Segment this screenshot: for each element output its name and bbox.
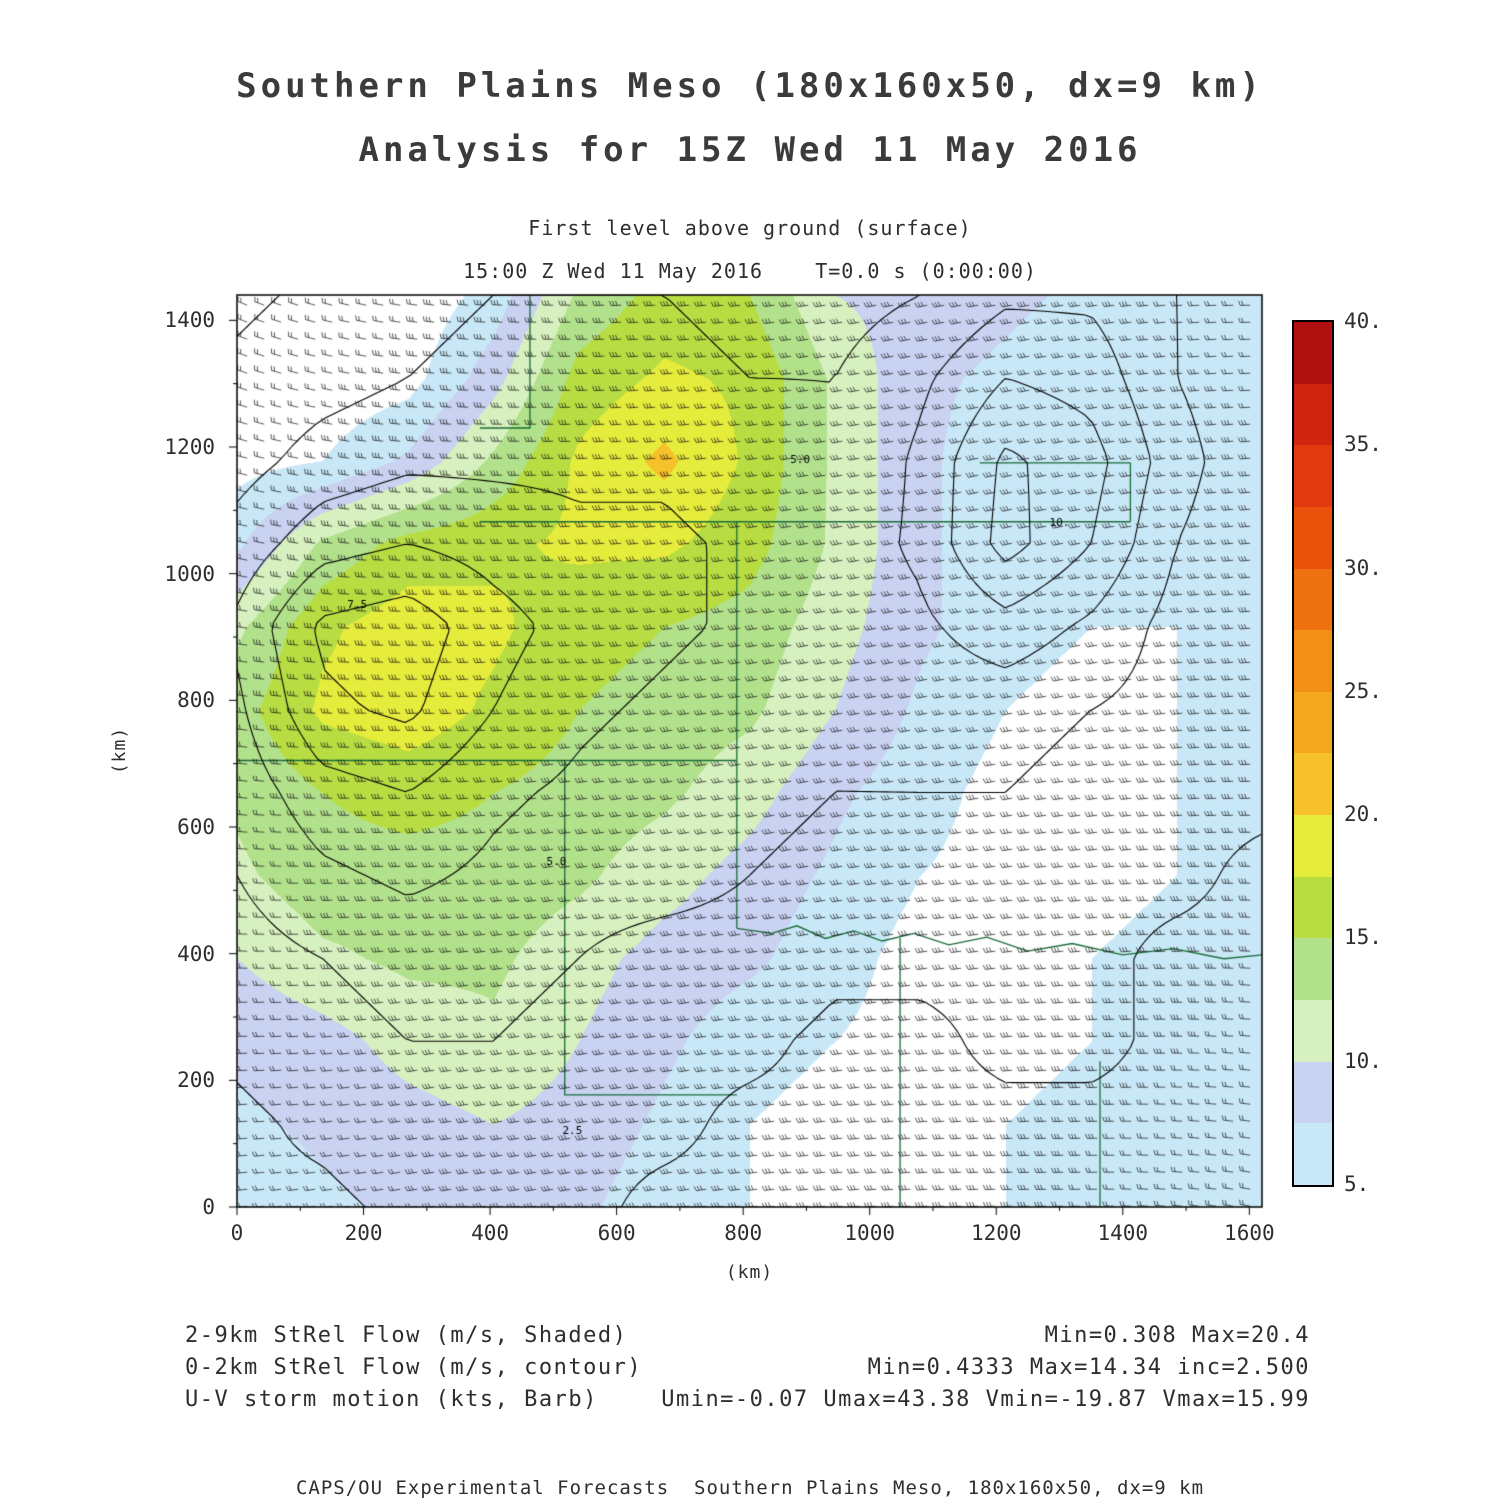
colorbar-tick-label: 40. <box>1344 309 1382 333</box>
y-tick-label: 1200 <box>164 435 215 459</box>
x-tick-label: 1600 <box>1224 1221 1275 1245</box>
map-canvas <box>217 287 1277 1227</box>
colorbar-tick-label: 15. <box>1344 925 1382 950</box>
x-axis-label: (km) <box>725 1262 774 1283</box>
colorbar-segment <box>1294 1123 1332 1185</box>
y-tick-label: 800 <box>177 688 215 713</box>
colorbar-tick-label: 30. <box>1344 555 1382 580</box>
x-tick-label: 600 <box>597 1221 636 1245</box>
colorbar-tick-label: 5. <box>1344 1172 1370 1196</box>
page-title: Southern Plains Meso (180x160x50, dx=9 k… <box>236 66 1264 106</box>
colorbar-segment <box>1294 938 1332 1001</box>
legend-barb-stats: Umin=-0.07 Umax=43.38 Vmin=-19.87 Vmax=1… <box>661 1387 1310 1412</box>
colorbar-segment <box>1294 1061 1332 1124</box>
y-axis-label: (km) <box>109 726 131 775</box>
colorbar-tick-label: 25. <box>1344 678 1382 703</box>
legend-row-shaded: 2-9km StRel Flow (m/s, Shaded) Min=0.308… <box>185 1320 1310 1352</box>
legend-barb-label: U-V storm motion (kts, Barb) <box>185 1387 598 1412</box>
colorbar <box>1292 320 1334 1187</box>
x-tick-label: 400 <box>471 1221 510 1245</box>
page-title-line2: Analysis for 15Z Wed 11 May 2016 <box>358 130 1142 170</box>
x-tick-label: 800 <box>724 1221 763 1245</box>
colorbar-segment <box>1294 876 1332 939</box>
colorbar-segment <box>1294 322 1332 384</box>
colorbar-segment <box>1294 691 1332 754</box>
colorbar-segment <box>1294 383 1332 446</box>
y-tick-label: 600 <box>177 815 215 839</box>
legend-contour-stats: Min=0.4333 Max=14.34 inc=2.500 <box>867 1355 1310 1380</box>
x-tick-label: 0 <box>230 1221 244 1245</box>
colorbar-segment <box>1294 1000 1332 1062</box>
x-tick-label: 200 <box>344 1221 383 1245</box>
footer-text: CAPS/OU Experimental Forecasts Southern … <box>295 1477 1205 1499</box>
colorbar-segment <box>1294 753 1332 816</box>
legend-row-barb: U-V storm motion (kts, Barb) Umin=-0.07 … <box>185 1384 1310 1416</box>
legend: 2-9km StRel Flow (m/s, Shaded) Min=0.308… <box>185 1320 1310 1416</box>
y-tick-label: 1400 <box>164 308 215 333</box>
x-tick-label: 1400 <box>1097 1221 1149 1245</box>
legend-contour-label: 0-2km StRel Flow (m/s, contour) <box>185 1355 643 1380</box>
y-tick-label: 0 <box>202 1195 215 1219</box>
colorbar-segment <box>1294 445 1332 507</box>
y-tick-label: 200 <box>177 1068 215 1093</box>
valid-time-label: 15:00 Z Wed 11 May 2016 T=0.0 s (0:00:00… <box>463 259 1037 283</box>
colorbar-tick-label: 20. <box>1344 802 1382 827</box>
colorbar-segment <box>1294 568 1332 631</box>
colorbar-segment <box>1294 815 1332 877</box>
legend-shaded-label: 2-9km StRel Flow (m/s, Shaded) <box>185 1323 628 1348</box>
x-tick-label: 1200 <box>970 1221 1022 1245</box>
legend-shaded-stats: Min=0.308 Max=20.4 <box>1044 1323 1310 1348</box>
level-label: First level above ground (surface) <box>528 216 972 240</box>
y-tick-label: 400 <box>177 941 215 966</box>
colorbar-tick-label: 35. <box>1344 432 1382 457</box>
legend-row-contour: 0-2km StRel Flow (m/s, contour) Min=0.43… <box>185 1352 1310 1384</box>
colorbar-segment <box>1294 630 1332 692</box>
y-tick-label: 1000 <box>164 561 215 586</box>
colorbar-tick-label: 10. <box>1344 1048 1382 1073</box>
x-tick-label: 1000 <box>844 1221 895 1245</box>
colorbar-segment <box>1294 506 1332 569</box>
